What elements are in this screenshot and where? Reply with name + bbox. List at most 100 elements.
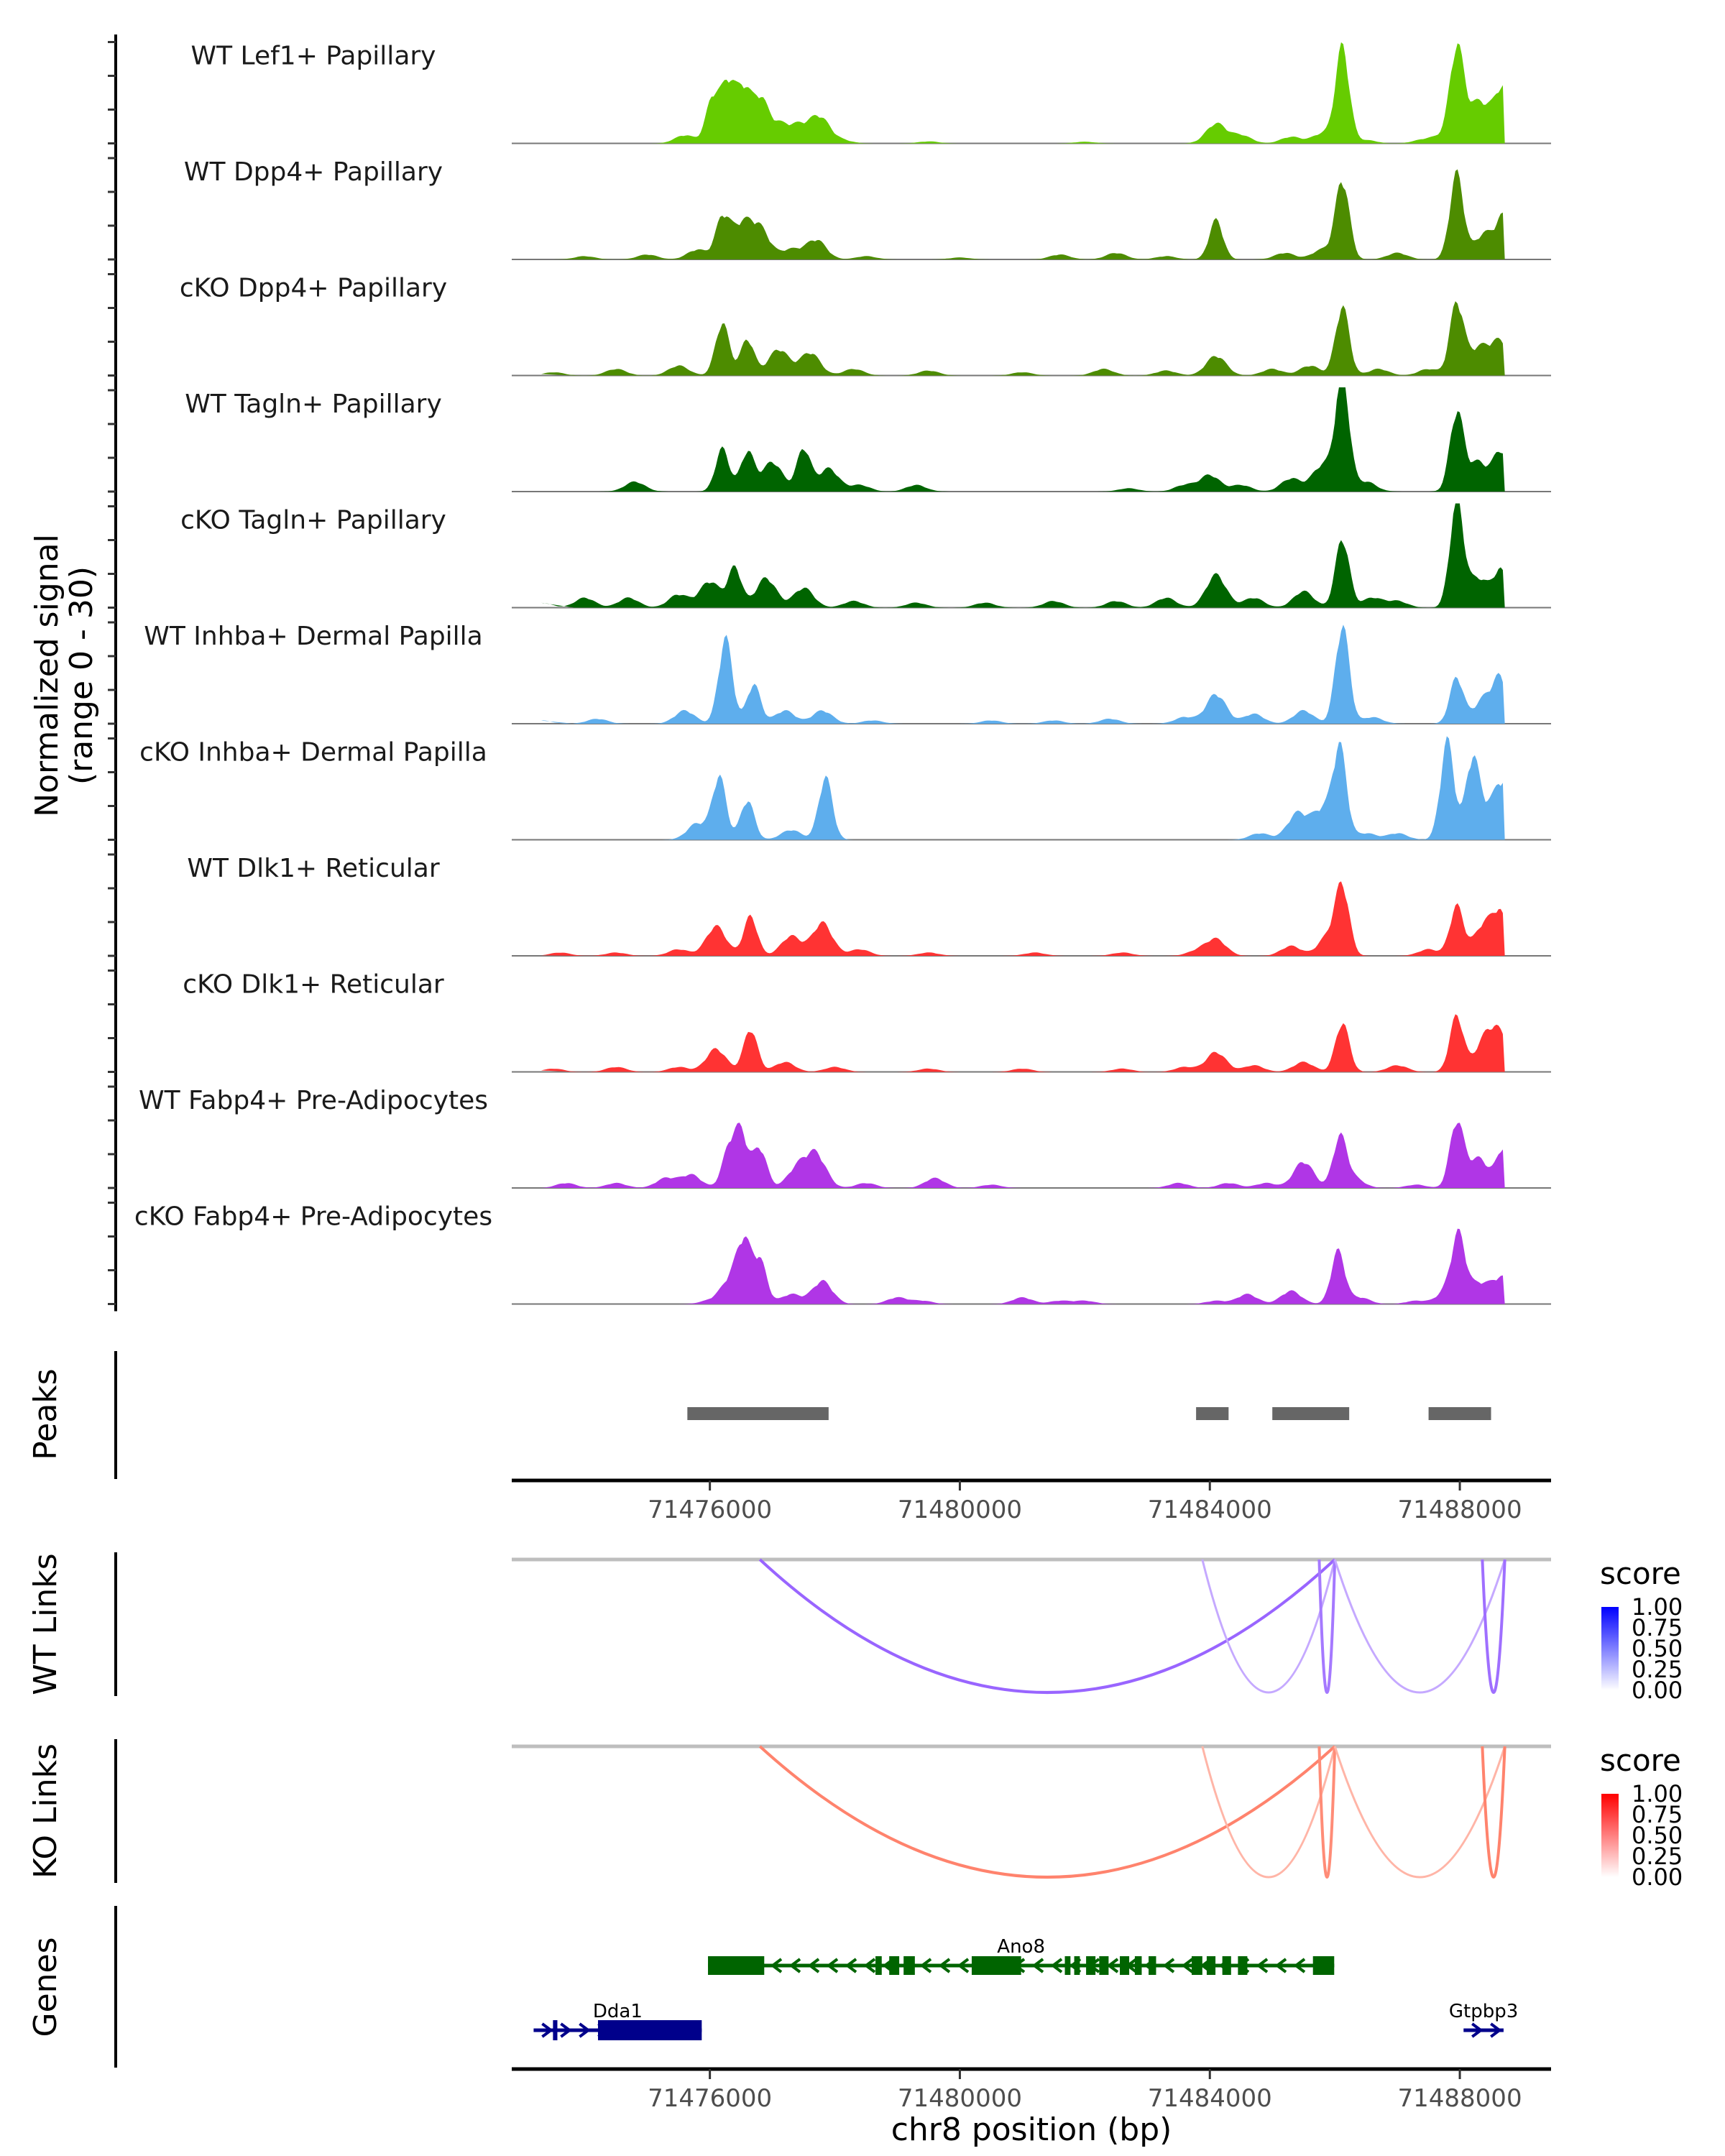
track-label: cKO Dpp4+ Papillary xyxy=(180,274,447,303)
exon xyxy=(875,1956,882,1975)
coverage-area xyxy=(540,736,1505,840)
coverage-y-axis-title-line1: Normalized signal xyxy=(29,534,65,817)
ko-score-legend: score 1.000.750.500.250.00 xyxy=(1600,1743,1683,1891)
exon xyxy=(971,1956,1021,1975)
coverage-y-axis-title-line2: (range 0 - 30) xyxy=(63,566,100,785)
strand-arrow xyxy=(1031,1958,1044,1973)
coverage-tracks: WT Lef1+ Papillary WT Dpp4+ Papillary cKO … xyxy=(134,42,1551,1305)
strand-arrow xyxy=(1293,1958,1306,1973)
legend-tick-label: 0.00 xyxy=(1632,1677,1683,1704)
genes-x-axis: 71476000 71480000 71484000 71488000 xyxy=(512,2067,1551,2113)
x-tick-label: 71488000 xyxy=(1398,2084,1522,2113)
strand-arrow xyxy=(541,2022,553,2038)
coverage-area xyxy=(540,625,1505,724)
coverage-area xyxy=(540,301,1505,376)
exon xyxy=(1149,1956,1156,1975)
strand-arrow xyxy=(1274,1958,1287,1973)
exon xyxy=(1238,1956,1248,1975)
wt-score-legend: score 1.000.750.500.250.00 xyxy=(1600,1556,1683,1704)
exon xyxy=(1086,1956,1096,1975)
exon xyxy=(1312,1956,1335,1975)
wt-legend-title: score xyxy=(1600,1556,1681,1591)
link-arc xyxy=(758,1745,1336,1879)
x-tick-label: 71480000 xyxy=(898,2084,1022,2113)
strand-arrow xyxy=(957,1958,970,1973)
link-arc xyxy=(758,1558,1336,1694)
strand-arrow xyxy=(845,1958,857,1973)
exon xyxy=(1206,1956,1216,1975)
link-arc xyxy=(1201,1746,1336,1879)
strand-arrow xyxy=(770,1958,783,1973)
x-tick-label: 71488000 xyxy=(1398,1496,1522,1524)
peaks-track-label: Peaks xyxy=(27,1368,64,1460)
peak-region xyxy=(1428,1407,1491,1420)
strand-arrow xyxy=(1162,1958,1175,1973)
strand-arrow xyxy=(807,1958,820,1973)
strand-arrow xyxy=(1050,1958,1063,1973)
x-tick-label: 71480000 xyxy=(898,1496,1022,1524)
link-arc xyxy=(1201,1559,1336,1694)
x-tick-label: 71476000 xyxy=(648,2084,772,2113)
strand-arrow xyxy=(560,2022,572,2038)
peaks-track xyxy=(687,1407,1491,1420)
exon xyxy=(1074,1956,1080,1975)
exon xyxy=(1192,1956,1202,1975)
x-tick-label: 71484000 xyxy=(1148,1496,1272,1524)
peak-region xyxy=(1272,1407,1350,1420)
strand-arrow xyxy=(1181,1958,1194,1973)
exon xyxy=(708,1956,765,1975)
legend-tick-label: 1.00 xyxy=(1632,1593,1683,1621)
legend-tick-label: 0.25 xyxy=(1632,1843,1683,1870)
track-label: WT Fabp4+ Pre-Adipocytes xyxy=(139,1086,488,1115)
track-label: WT Dpp4+ Papillary xyxy=(184,157,443,187)
exon xyxy=(553,2020,558,2040)
gene-label: Gtpbp3 xyxy=(1449,2001,1518,2022)
strand-arrow xyxy=(788,1958,801,1973)
peak-region xyxy=(1196,1407,1229,1420)
legend-tick-label: 0.50 xyxy=(1632,1822,1683,1849)
strand-arrow xyxy=(919,1958,932,1973)
ko-legend-title: score xyxy=(1600,1743,1681,1778)
link-arc xyxy=(1333,1559,1506,1694)
gene-label: Ano8 xyxy=(997,1936,1045,1958)
track-label: WT Tagln+ Papillary xyxy=(185,390,442,419)
ko-legend-colorbar xyxy=(1601,1794,1619,1877)
wt-legend-colorbar xyxy=(1601,1607,1619,1690)
link-arc xyxy=(1333,1746,1506,1879)
exon xyxy=(1222,1956,1231,1975)
coverage-area xyxy=(540,169,1505,259)
track-label: cKO Fabp4+ Pre-Adipocytes xyxy=(134,1202,492,1232)
genes-track: Ano8 Dda1 Gtpbp3 xyxy=(533,1936,1518,2040)
peaks-x-axis: 71476000 71480000 71484000 71488000 xyxy=(512,1478,1551,1524)
legend-tick-label: 0.75 xyxy=(1632,1614,1683,1641)
coverage-area xyxy=(540,42,1505,144)
links-tracks xyxy=(512,1557,1551,1879)
track-label: cKO Tagln+ Papillary xyxy=(180,506,446,535)
coverage-y-axis xyxy=(108,34,117,1312)
exon xyxy=(903,1956,915,1975)
track-label: WT Lef1+ Papillary xyxy=(191,42,436,71)
x-tick-label: 71484000 xyxy=(1148,2084,1272,2113)
genes-track-label: Genes xyxy=(27,1937,64,2037)
coverage-area xyxy=(540,881,1505,956)
gene-label: Dda1 xyxy=(593,2001,643,2022)
legend-tick-label: 0.25 xyxy=(1632,1656,1683,1683)
coverage-area xyxy=(540,1228,1505,1304)
exon xyxy=(1120,1956,1130,1975)
track-label: cKO Dlk1+ Reticular xyxy=(183,970,444,1000)
link-arc xyxy=(1317,1559,1337,1694)
strand-arrow xyxy=(1106,1958,1119,1973)
exon xyxy=(1064,1956,1071,1975)
coverage-area xyxy=(540,387,1505,492)
coverage-area xyxy=(540,1123,1505,1188)
x-axis-title: chr8 position (bp) xyxy=(891,2111,1172,2148)
strand-arrow xyxy=(938,1958,951,1973)
strand-arrow xyxy=(579,2022,591,2038)
legend-tick-label: 0.00 xyxy=(1632,1864,1683,1891)
link-arc xyxy=(1481,1746,1506,1879)
legend-tick-label: 0.75 xyxy=(1632,1801,1683,1828)
strand-arrow xyxy=(1471,2022,1484,2038)
exon xyxy=(1134,1956,1142,1975)
strand-arrow xyxy=(1256,1958,1269,1973)
